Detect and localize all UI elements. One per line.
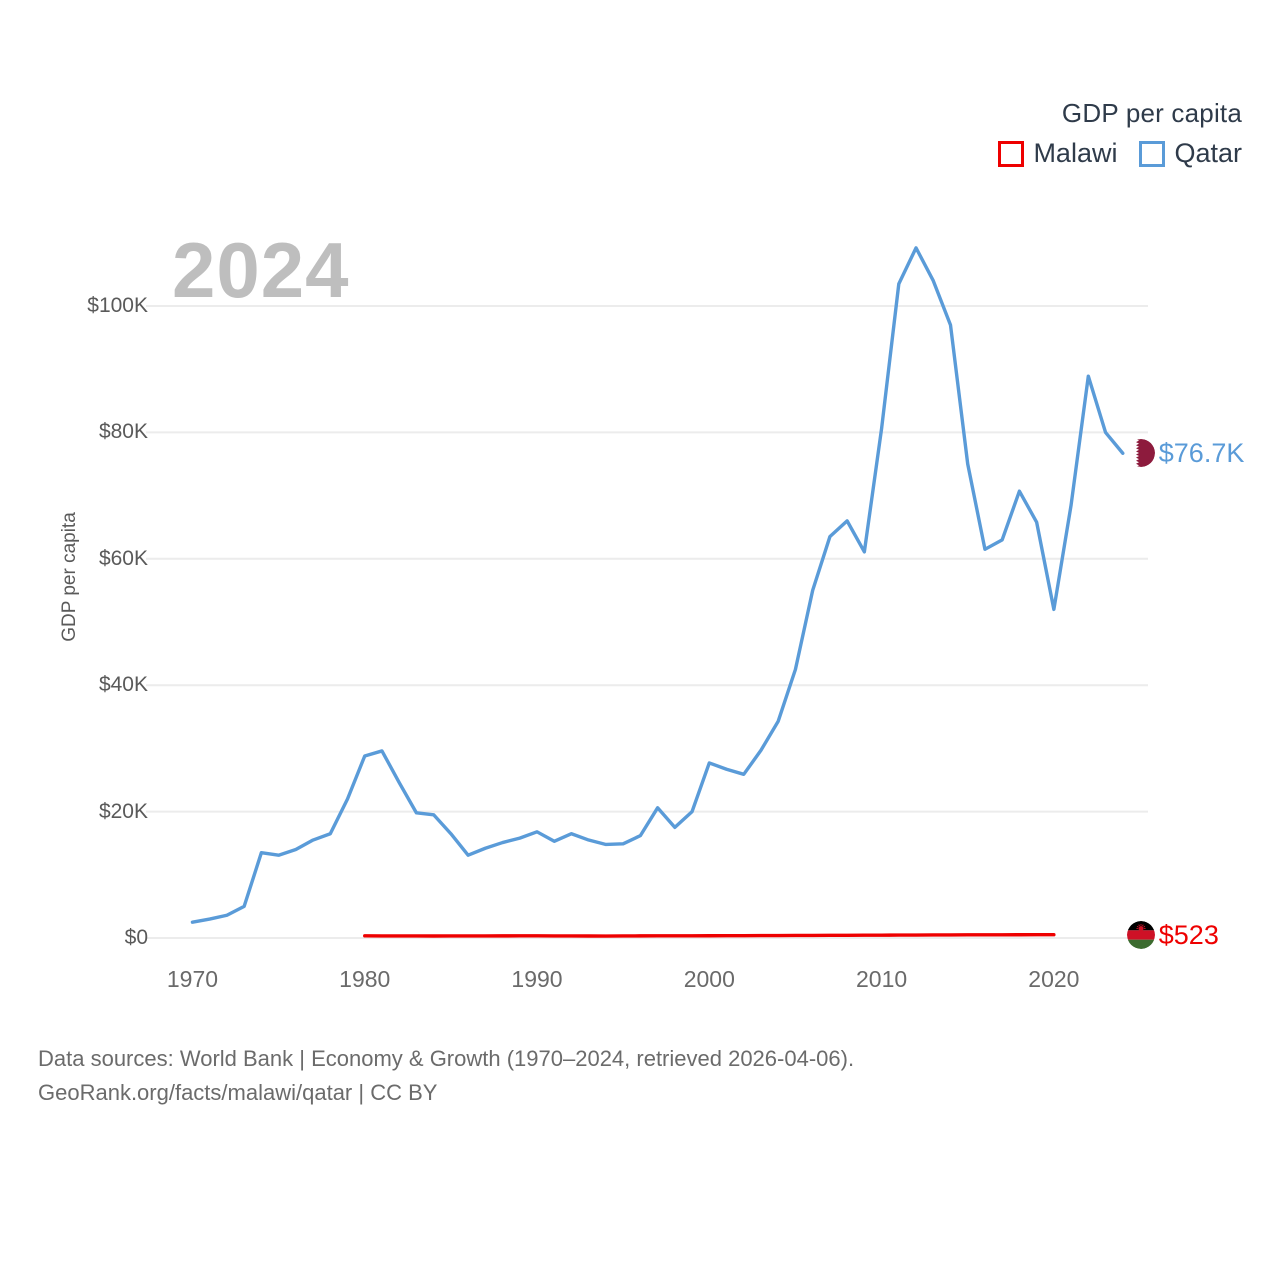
x-tick-label: 2010 — [855, 966, 908, 992]
year-watermark: 2024 — [172, 226, 350, 314]
legend-title: GDP per capita — [1061, 98, 1242, 128]
y-tick-label: $80K — [98, 420, 148, 444]
qatar-flag-svg — [1126, 439, 1155, 468]
y-tick-label: $0 — [124, 926, 148, 949]
qatar-flag-icon — [1126, 439, 1155, 468]
malawi-end-value: $523 — [1158, 919, 1219, 950]
qatar-end-value: $76.7K — [1158, 438, 1245, 469]
legend-swatch-qatar-icon — [1139, 140, 1166, 167]
y-tick-label: $60K — [98, 546, 148, 570]
gridlines — [146, 305, 1148, 939]
footer-attribution: Data sources: World Bank | Economy & Gro… — [38, 1042, 854, 1110]
chart-legend: GDP per capita Malawi Qatar — [998, 100, 1242, 167]
y-tick-label: $100K — [87, 294, 148, 317]
x-tick-label: 1990 — [511, 966, 563, 992]
y-tick-label: $40K — [98, 673, 148, 697]
legend-items: Malawi Qatar — [998, 140, 1242, 167]
x-tick-label: 1970 — [166, 966, 219, 992]
legend-item-qatar[interactable]: Qatar — [1139, 140, 1242, 167]
legend-item-malawi[interactable]: Malawi — [998, 140, 1117, 167]
legend-label-qatar: Qatar — [1174, 138, 1242, 168]
series-line-malawi — [363, 932, 1056, 938]
footer-line-2: GeoRank.org/facts/malawi/qatar | CC BY — [38, 1080, 438, 1106]
malawi-flag-svg — [1126, 920, 1155, 949]
x-tick-label: 1980 — [339, 966, 391, 992]
series-line-qatar — [190, 246, 1125, 924]
x-tick-label: 2020 — [1028, 966, 1080, 992]
x-tick-label: 2000 — [683, 966, 735, 992]
footer-line-1: Data sources: World Bank | Economy & Gro… — [38, 1046, 855, 1071]
y-tick-label: $20K — [98, 799, 148, 823]
legend-label-malawi: Malawi — [1033, 138, 1118, 168]
malawi-flag-icon — [1126, 920, 1155, 949]
legend-swatch-malawi-icon — [998, 140, 1025, 167]
